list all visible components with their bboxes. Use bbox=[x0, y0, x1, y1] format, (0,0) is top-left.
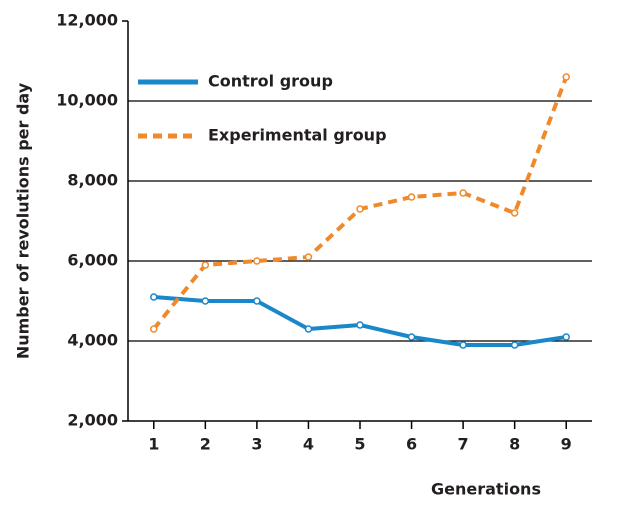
y-tick-label: 6,000 bbox=[67, 251, 118, 270]
data-point bbox=[356, 321, 364, 329]
y-tick-label: 8,000 bbox=[67, 171, 118, 190]
y-axis-label: Number of revolutions per day bbox=[14, 82, 33, 359]
legend-label: Experimental group bbox=[208, 126, 387, 145]
data-point bbox=[253, 297, 261, 305]
data-point bbox=[356, 205, 364, 213]
y-tick-label: 2,000 bbox=[67, 411, 118, 430]
data-point bbox=[459, 341, 467, 349]
x-tick-label: 6 bbox=[406, 435, 417, 454]
data-point bbox=[562, 333, 570, 341]
x-tick-label: 4 bbox=[303, 435, 314, 454]
data-point bbox=[459, 189, 467, 197]
data-point bbox=[304, 253, 313, 261]
x-tick-label: 2 bbox=[200, 435, 211, 454]
data-point bbox=[510, 209, 519, 217]
x-tick-label: 7 bbox=[458, 435, 469, 454]
data-point bbox=[150, 293, 158, 301]
data-point bbox=[304, 325, 313, 333]
legend-label: Control group bbox=[208, 72, 333, 91]
x-tick-label: 9 bbox=[561, 435, 572, 454]
data-point bbox=[201, 261, 210, 269]
data-point bbox=[510, 341, 519, 349]
x-tick-label: 5 bbox=[354, 435, 365, 454]
data-point bbox=[562, 73, 570, 81]
data-point bbox=[253, 257, 261, 265]
x-tick-label: 3 bbox=[251, 435, 262, 454]
x-tick-label: 1 bbox=[148, 435, 159, 454]
data-point bbox=[150, 325, 158, 333]
series-line bbox=[153, 295, 567, 347]
x-tick-label: 8 bbox=[509, 435, 520, 454]
data-point bbox=[407, 333, 416, 341]
y-tick-label: 12,000 bbox=[56, 11, 118, 30]
y-tick-label: 4,000 bbox=[67, 331, 118, 350]
x-axis-label: Generations bbox=[431, 480, 541, 499]
y-tick-label: 10,000 bbox=[56, 91, 118, 110]
data-point bbox=[407, 193, 416, 201]
series-line bbox=[152, 76, 569, 331]
data-point bbox=[201, 297, 210, 305]
